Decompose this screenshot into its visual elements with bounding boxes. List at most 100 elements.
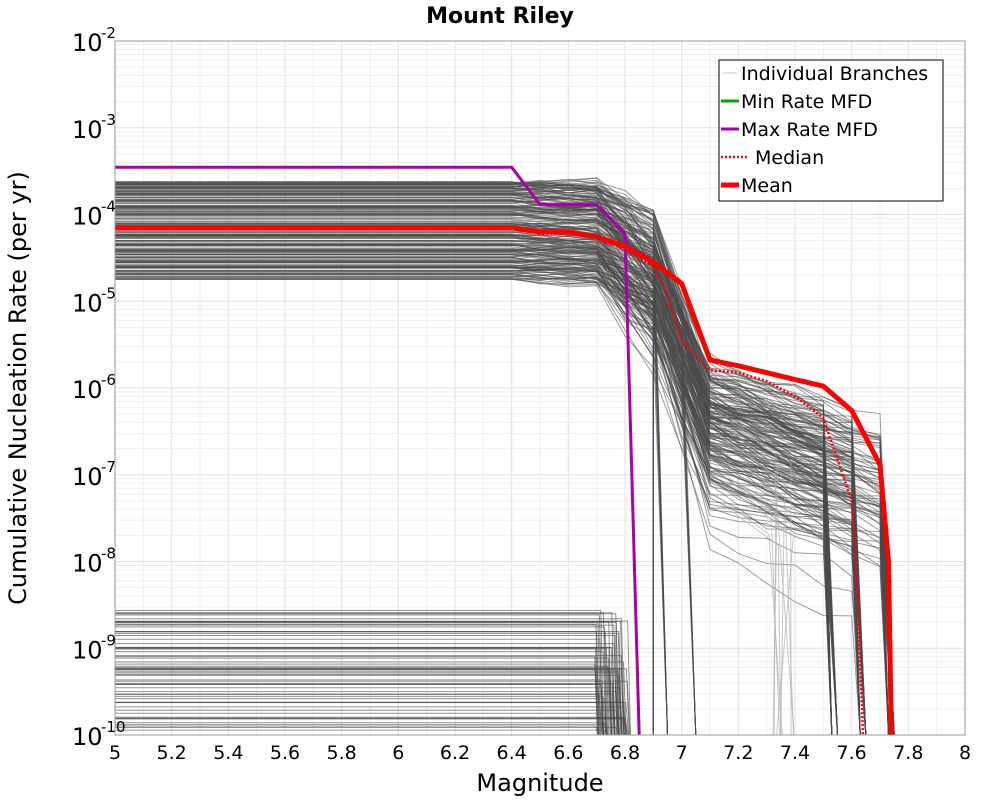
branch-line	[115, 196, 838, 736]
branch-line	[115, 265, 895, 736]
branch-line-low	[115, 661, 627, 736]
branch-line	[115, 256, 668, 736]
x-tick-label: 6.2	[440, 742, 470, 764]
branch-line-low	[115, 626, 608, 736]
branch-line-low	[115, 729, 608, 736]
branch-line	[115, 191, 861, 736]
branch-line	[115, 240, 654, 735]
x-tick-label: 5.6	[270, 742, 300, 764]
y-tick-exponent: -6	[101, 371, 116, 389]
branch-line	[115, 278, 833, 736]
y-tick-label: 10	[72, 463, 103, 491]
branch-line-low	[115, 610, 605, 736]
branch-line	[115, 266, 895, 736]
y-tick-label: 10	[72, 116, 103, 144]
branch-line	[115, 188, 889, 736]
branch-line	[115, 224, 861, 736]
branch-line-outlier	[711, 492, 783, 736]
branch-line	[115, 252, 889, 736]
branch-line	[115, 275, 889, 736]
x-tick-label: 7.8	[893, 742, 923, 764]
branch-line	[115, 277, 861, 736]
branch-line-low	[115, 621, 624, 736]
branch-line-low	[115, 674, 622, 736]
branch-line-outlier	[727, 476, 785, 736]
y-tick-exponent: -5	[101, 284, 116, 302]
branch-line-low	[115, 669, 614, 736]
branch-line-outlier	[719, 413, 777, 736]
legend-label-individual-branches: Individual Branches	[741, 63, 928, 85]
y-axis-ticks: 10-210-310-410-510-610-710-810-910-10	[72, 24, 126, 751]
branch-line	[115, 211, 895, 736]
y-tick-exponent: -10	[101, 718, 126, 736]
x-tick-label: 5.8	[327, 742, 357, 764]
x-axis-ticks: 5 5.2 5.4 5.6 5.8 6 6.2 6.4 6.6 6.8 7 7.2 7.4 7.6 7.8 8	[109, 742, 971, 764]
y-tick-label: 10	[72, 289, 103, 317]
branch-line	[115, 248, 895, 736]
branch-line-low	[115, 695, 607, 736]
x-tick-label: 5.4	[213, 742, 243, 764]
branch-line	[115, 276, 654, 735]
y-tick-exponent: -8	[101, 545, 116, 563]
x-tick-label: 6.4	[497, 742, 527, 764]
branch-line-outlier	[713, 470, 781, 736]
y-tick-label: 10	[72, 723, 103, 751]
branch-line-low	[115, 671, 622, 736]
x-tick-label: 7	[676, 742, 688, 764]
y-tick-label: 10	[72, 636, 103, 664]
branch-line-low	[115, 612, 607, 736]
branch-line	[115, 189, 889, 736]
x-tick-label: 7.4	[780, 742, 810, 764]
branch-line-outlier	[727, 439, 795, 736]
x-tick-label: 7.6	[837, 742, 867, 764]
branch-line-low	[115, 648, 610, 736]
x-tick-label: 5	[109, 742, 121, 764]
branch-line-low	[115, 683, 619, 736]
series-line-max-rate-mfd	[115, 165, 641, 736]
branch-line	[115, 209, 861, 736]
y-tick-exponent: -2	[101, 24, 116, 42]
branch-line	[115, 192, 668, 736]
plot-frame	[114, 40, 966, 736]
series-line-mean	[115, 225, 894, 736]
y-tick-label: 10	[72, 550, 103, 578]
branch-line-outlier	[721, 503, 782, 736]
branch-line-low	[115, 716, 627, 736]
branch-line-low	[115, 680, 631, 736]
legend: Individual Branches Min Rate MFD Max Rat…	[718, 59, 944, 202]
branch-line-low	[115, 646, 616, 736]
x-tick-label: 6.6	[553, 742, 583, 764]
branch-line-low	[115, 726, 620, 736]
branch-line-low	[115, 634, 619, 736]
branch-line	[115, 179, 833, 736]
x-tick-label: 8	[959, 742, 971, 764]
x-axis-label: Magnitude	[476, 769, 603, 797]
legend-label-mean: Mean	[741, 175, 793, 197]
y-tick-label: 10	[72, 376, 103, 404]
branch-line	[115, 205, 867, 736]
x-tick-label: 5.2	[157, 742, 187, 764]
legend-label-max-rate: Max Rate MFD	[741, 119, 878, 141]
branch-line	[115, 260, 895, 736]
branch-line-low	[115, 665, 612, 736]
x-tick-label: 7.2	[723, 742, 753, 764]
branch-line-low	[115, 618, 625, 736]
branch-line-low	[115, 631, 600, 736]
branch-line	[115, 256, 889, 736]
branch-line-low	[115, 663, 599, 736]
y-axis-label: Cumulative Nucleation Rate (per yr)	[4, 171, 32, 605]
y-tick-exponent: -4	[101, 198, 116, 216]
y-tick-label: 10	[72, 29, 103, 57]
branch-line	[115, 244, 895, 736]
branch-line-outlier	[733, 421, 792, 736]
legend-box	[718, 59, 944, 202]
branch-line	[115, 249, 889, 736]
branch-line	[115, 186, 838, 736]
branch-line-low	[115, 667, 613, 736]
y-tick-exponent: -7	[101, 458, 116, 476]
series-lines	[115, 165, 894, 736]
chart-title: Mount Riley	[426, 4, 574, 29]
x-tick-label: 6.8	[610, 742, 640, 764]
y-tick-exponent: -3	[101, 111, 116, 129]
